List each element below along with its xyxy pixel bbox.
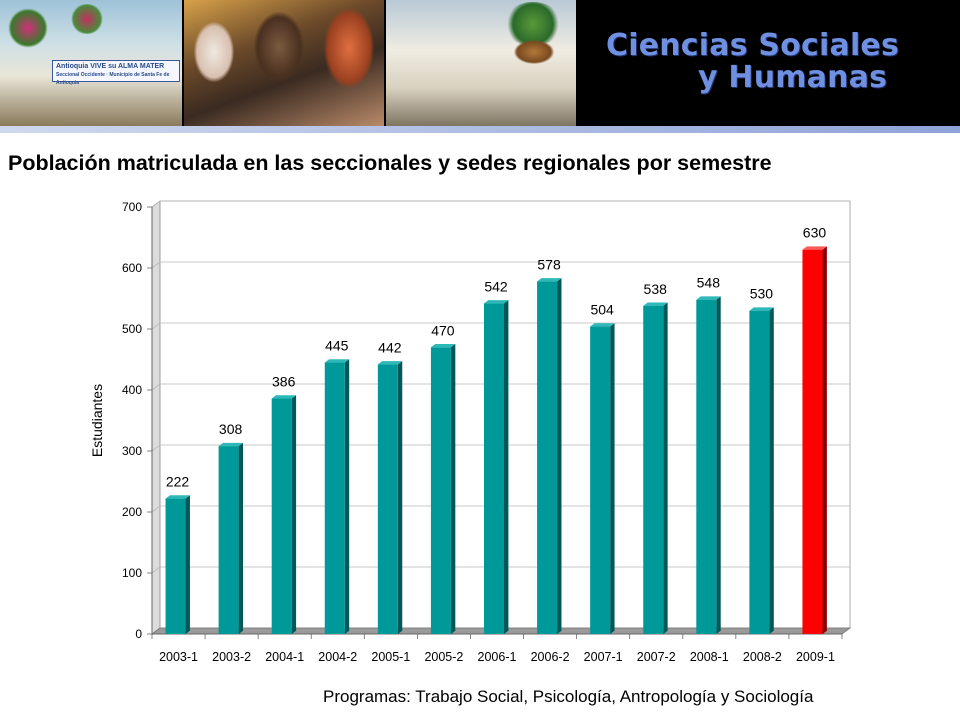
bar-value-label: 578	[537, 256, 561, 272]
bar	[696, 299, 717, 634]
bar-value-label: 386	[272, 374, 296, 390]
page-title: Población matriculada en las seccionales…	[8, 151, 772, 175]
bar-side	[238, 442, 244, 634]
bar-value-label: 538	[644, 281, 668, 297]
y-tick-label: 700	[122, 200, 142, 214]
y-tick-label: 300	[122, 444, 142, 458]
bar	[324, 362, 345, 634]
y-tick-label: 400	[122, 383, 142, 397]
bar	[484, 303, 504, 634]
bar-value-label: 630	[803, 225, 827, 241]
bar-side	[557, 278, 562, 634]
gridline	[151, 200, 850, 208]
bar-top	[271, 395, 297, 399]
bar-value-label: 442	[378, 339, 402, 355]
bar-side	[663, 302, 668, 634]
bar	[537, 281, 558, 634]
y-axis-label: Estudiantes	[89, 384, 105, 457]
x-tick-label: 2008-1	[690, 650, 729, 664]
bar-value-label: 470	[431, 322, 455, 338]
bar	[749, 310, 770, 634]
gridline	[151, 444, 850, 452]
gridline	[151, 383, 850, 391]
bar-top	[324, 359, 350, 363]
bar	[218, 446, 239, 634]
bar	[643, 305, 664, 634]
bar-top	[590, 323, 615, 327]
bar-side	[822, 246, 827, 634]
gridline	[151, 566, 850, 574]
campus-sign: Antioquia VIVE su ALMA MATER Seccional O…	[52, 60, 180, 86]
bar-value-label: 530	[750, 286, 774, 302]
bar-top	[643, 302, 668, 306]
bar-side	[397, 361, 403, 634]
bar-side	[716, 296, 721, 634]
campus-building-photo: Antioquia VIVE su ALMA MATER Seccional O…	[0, 0, 182, 126]
bar-top	[696, 296, 721, 300]
students-photo	[184, 0, 384, 126]
bar-top	[537, 278, 562, 282]
x-tick-label: 2004-1	[265, 650, 304, 664]
x-tick-label: 2003-2	[212, 650, 251, 664]
x-tick-label: 2008-2	[743, 650, 782, 664]
bar-side	[344, 359, 350, 634]
y-tick-label: 500	[122, 322, 142, 336]
plot-side-wall	[151, 200, 161, 635]
bar-side	[450, 344, 456, 634]
bar-side	[610, 323, 615, 634]
x-tick-label: 2003-1	[159, 650, 198, 664]
x-tick-label: 2005-1	[371, 650, 410, 664]
bar-value-label: 445	[325, 338, 349, 354]
bar-top	[430, 344, 456, 348]
bar	[802, 249, 823, 634]
bar-top	[484, 300, 509, 304]
x-tick-label: 2004-2	[318, 650, 357, 664]
x-tick-label: 2005-2	[424, 650, 463, 664]
campus-corridor-photo	[386, 0, 576, 126]
bar-side	[769, 307, 774, 634]
bar-side	[291, 395, 297, 634]
brand-logo-text: Ciencias Sociales y Humanas	[606, 28, 900, 95]
bar-value-label: 222	[166, 474, 190, 490]
bar	[590, 326, 611, 634]
bar-side	[504, 300, 509, 634]
bar	[165, 498, 186, 634]
bar-value-label: 542	[484, 278, 508, 294]
y-tick-label: 100	[122, 566, 142, 580]
bar-value-label: 548	[697, 275, 721, 291]
x-tick-label: 2007-1	[584, 650, 623, 664]
x-tick-label: 2006-2	[531, 650, 570, 664]
x-tick-label: 2007-2	[637, 650, 676, 664]
bar-value-label: 308	[219, 421, 243, 437]
y-tick-label: 200	[122, 505, 142, 519]
y-tick-label: 0	[135, 627, 142, 641]
x-tick-label: 2009-1	[796, 650, 835, 664]
header-stripe	[0, 126, 960, 133]
bar-top	[377, 361, 403, 365]
bar-top	[802, 246, 827, 250]
bar	[377, 364, 398, 634]
bar-top	[218, 442, 244, 447]
header-banner: Antioquia VIVE su ALMA MATER Seccional O…	[0, 0, 960, 126]
bar-side	[185, 495, 190, 634]
programs-footnote: Programas: Trabajo Social, Psicología, A…	[323, 687, 814, 706]
bar-value-label: 504	[590, 302, 614, 318]
gridline	[151, 322, 850, 330]
gridline	[151, 261, 850, 269]
bar	[271, 398, 292, 634]
bar-top	[749, 307, 774, 311]
bar	[430, 347, 451, 634]
gridline	[151, 505, 850, 513]
x-tick-label: 2006-1	[478, 650, 517, 664]
bar-top	[165, 495, 190, 499]
y-tick-label: 600	[122, 261, 142, 275]
